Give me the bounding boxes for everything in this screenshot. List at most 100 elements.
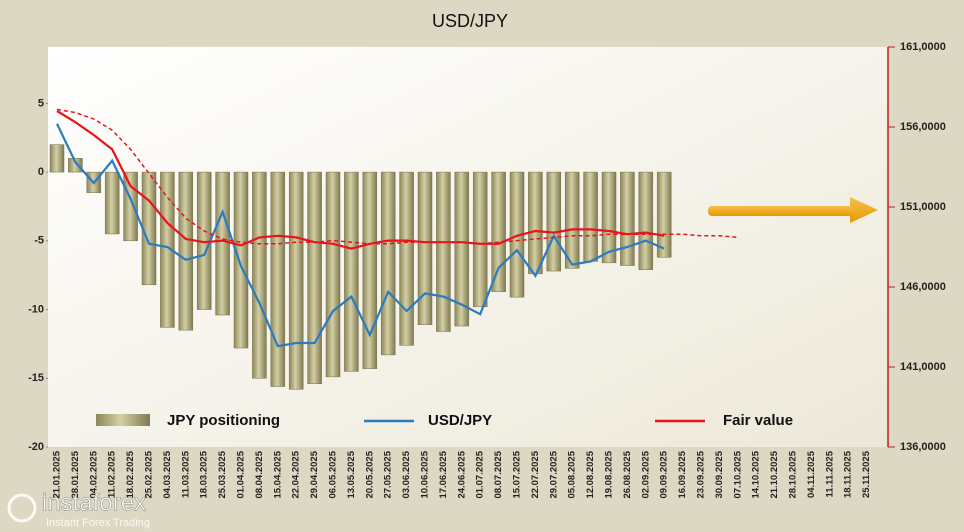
x-tick-label: 18.03.2025 (199, 450, 210, 498)
x-tick-label: 04.03.2025 (162, 450, 173, 498)
bar (546, 171, 562, 272)
x-tick-label: 08.07.2025 (493, 450, 504, 498)
bar (344, 171, 359, 372)
x-tick-label: 15.04.2025 (272, 450, 283, 498)
x-tick-label: 18.11.2025 (843, 450, 854, 498)
tagline: Instant Forex Trading (46, 517, 150, 529)
bar (417, 171, 433, 325)
bar (178, 171, 194, 331)
bar (252, 171, 267, 379)
chart-title: USD/JPY (432, 11, 508, 31)
y2-tick-label: 136,0000 (900, 441, 946, 453)
y-tick-label: -15 (28, 372, 44, 384)
x-tick-label: 20.05.2025 (364, 450, 375, 498)
bar (270, 171, 286, 387)
watermark: instaforex Instant Forex Trading (7, 489, 150, 529)
y2-tick-label: 141,0000 (900, 361, 946, 373)
x-tick-label: 21.10.2025 (769, 450, 780, 498)
y2-tick-label: 161,0000 (900, 41, 946, 53)
bar (123, 171, 138, 242)
x-tick-label: 02.09.2025 (640, 450, 651, 498)
bar (362, 171, 378, 369)
x-tick-label: 14.10.2025 (751, 450, 762, 498)
bar (454, 171, 470, 327)
brand: instaforex (42, 489, 146, 516)
legend-label: Fair value (723, 412, 793, 429)
x-tick-label: 11.02.2025 (107, 450, 118, 498)
x-tick-label: 11.03.2025 (180, 450, 191, 498)
x-tick-label: 10.06.2025 (420, 450, 431, 498)
bar (104, 171, 120, 235)
y-tick-label: -5 (34, 235, 44, 247)
bar (399, 171, 414, 346)
x-tick-label: 12.08.2025 (585, 450, 596, 498)
y-tick-label: -10 (28, 303, 44, 315)
x-tick-label: 15.07.2025 (512, 450, 523, 498)
bar (380, 171, 396, 356)
bar (436, 171, 451, 332)
bar (601, 171, 617, 264)
bar (656, 171, 672, 258)
bar (288, 171, 304, 390)
bar (325, 171, 341, 378)
line (56, 110, 665, 250)
x-tick-label: 29.07.2025 (548, 450, 559, 498)
line (56, 123, 665, 348)
x-tick-label: 28.10.2025 (788, 450, 799, 498)
y-tick-label: 0 (38, 166, 44, 178)
bar (215, 171, 230, 316)
y2-tick-label: 156,0000 (900, 121, 946, 133)
arrow-shaft (708, 206, 853, 216)
legend-label: JPY positioning (167, 412, 280, 429)
bar (307, 171, 322, 385)
x-tick-label: 13.05.2025 (346, 450, 357, 498)
x-tick-label: 22.07.2025 (530, 450, 541, 498)
x-tick-label: 03.06.2025 (401, 450, 412, 498)
x-tick-label: 04.11.2025 (806, 450, 817, 498)
legend-label: USD/JPY (428, 412, 492, 429)
x-tick-label: 17.06.2025 (438, 450, 449, 498)
bar (620, 171, 635, 266)
y2-tick-label: 151,0000 (900, 201, 946, 213)
bar (472, 171, 488, 308)
x-tick-label: 25.02.2025 (144, 450, 155, 498)
x-tick-label: 22.04.2025 (291, 450, 302, 498)
bar (68, 158, 83, 173)
x-tick-label: 30.09.2025 (714, 450, 725, 498)
x-tick-label: 21.01.2025 (52, 450, 63, 498)
x-tick-label: 04.02.2025 (88, 450, 99, 498)
x-tick-label: 08.04.2025 (254, 450, 265, 498)
bar (583, 171, 598, 262)
x-tick-label: 25.03.2025 (217, 450, 228, 498)
trend-line (56, 108, 738, 245)
x-tick-label: 05.08.2025 (567, 450, 578, 498)
legend: JPY positioning USD/JPY Fair value (96, 412, 793, 429)
y-tick-label: 5 (38, 97, 44, 109)
x-tick-label: 25.11.2025 (861, 450, 872, 498)
x-tick-label: 09.09.2025 (659, 450, 670, 498)
legend-swatch (96, 414, 150, 426)
x-tick-label: 27.05.2025 (383, 450, 394, 498)
x-tick-label: 06.05.2025 (328, 450, 339, 498)
x-tick-label: 28.01.2025 (70, 450, 81, 498)
y-tick-label: -20 (28, 441, 44, 453)
bar (49, 144, 65, 173)
bar (160, 171, 175, 328)
bar (638, 171, 654, 270)
x-tick-label: 11.11.2025 (824, 450, 835, 497)
bar (141, 171, 157, 286)
x-tick-label: 24.06.2025 (456, 450, 467, 498)
logo (7, 493, 37, 523)
bar (564, 171, 580, 269)
x-tick-label: 07.10.2025 (732, 450, 743, 498)
x-tick-label: 26.08.2025 (622, 450, 633, 498)
x-tick-label: 19.08.2025 (604, 450, 615, 498)
bar (491, 171, 506, 292)
x-tick-label: 23.09.2025 (696, 450, 707, 498)
x-tick-label: 01.07.2025 (475, 450, 486, 498)
bar (528, 171, 543, 275)
x-tick-label: 29.04.2025 (309, 450, 320, 498)
y2-tick-label: 146,0000 (900, 281, 946, 293)
x-tick-label: 16.09.2025 (677, 450, 688, 498)
